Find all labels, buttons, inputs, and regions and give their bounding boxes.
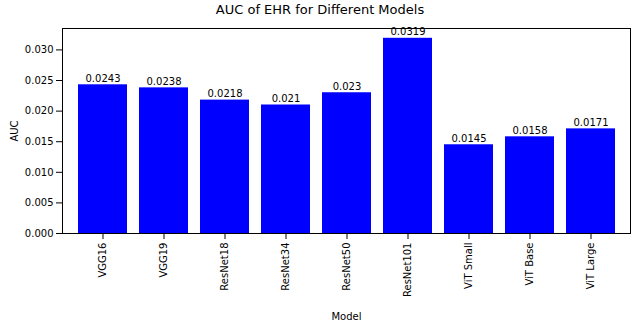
- svg-text:0.005: 0.005: [25, 197, 54, 208]
- svg-text:ViT Large: ViT Large: [585, 243, 596, 290]
- svg-text:0.023: 0.023: [333, 81, 362, 92]
- svg-text:0.0218: 0.0218: [208, 88, 243, 99]
- svg-text:VGG19: VGG19: [158, 243, 169, 278]
- svg-text:0.010: 0.010: [25, 167, 54, 178]
- svg-text:AUC: AUC: [9, 120, 20, 141]
- html-text:AUC of EHR for Different Model: AUC of EHR for Different Models: [215, 2, 425, 17]
- svg-text:ResNet101: ResNet101: [402, 243, 413, 298]
- svg-text:0.020: 0.020: [25, 105, 54, 116]
- svg-text:0.0319: 0.0319: [390, 26, 426, 38]
- svg-text:0.0171: 0.0171: [574, 117, 609, 128]
- svg-text:ViT Small: ViT Small: [463, 243, 474, 289]
- svg-text:0.0243: 0.0243: [86, 73, 121, 84]
- svg-text:0.0158: 0.0158: [513, 125, 548, 136]
- svg-text:0.015: 0.015: [25, 136, 54, 147]
- svg-text:ResNet18: ResNet18: [219, 243, 230, 291]
- svg-text:0.030: 0.030: [25, 44, 54, 55]
- svg-text:0.025: 0.025: [25, 75, 54, 86]
- svg-text:0.000: 0.000: [25, 228, 54, 239]
- svg-text:Model: Model: [331, 311, 361, 322]
- svg-text:ViT Base: ViT Base: [524, 243, 535, 286]
- svg-text:ResNet34: ResNet34: [280, 243, 291, 291]
- svg-text:ResNet50: ResNet50: [341, 243, 352, 291]
- svg-text:VGG16: VGG16: [97, 243, 108, 278]
- svg-text:0.0238: 0.0238: [147, 76, 182, 87]
- svg-text:0.0145: 0.0145: [452, 133, 487, 144]
- svg-text:0.021: 0.021: [272, 93, 301, 104]
